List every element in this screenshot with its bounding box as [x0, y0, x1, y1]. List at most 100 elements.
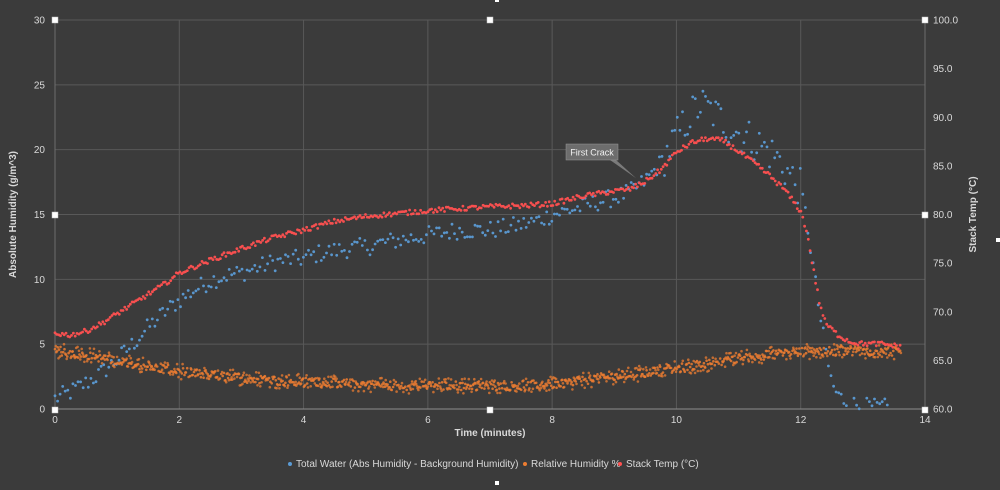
data-point	[364, 213, 367, 216]
data-point	[358, 214, 362, 217]
data-point	[99, 364, 103, 368]
data-point	[709, 101, 712, 105]
data-point	[261, 256, 264, 259]
y-left-tick-label: 30	[34, 16, 46, 27]
data-point	[386, 237, 390, 241]
data-point	[741, 362, 745, 366]
data-point	[624, 184, 628, 187]
data-point	[209, 285, 213, 289]
data-point	[98, 350, 101, 353]
data-point	[194, 374, 197, 378]
data-point	[238, 269, 241, 273]
data-point	[639, 367, 642, 370]
data-point	[805, 229, 808, 233]
data-point	[350, 242, 354, 246]
data-point	[241, 374, 245, 377]
data-point	[710, 362, 714, 366]
data-point	[695, 365, 698, 368]
data-point	[704, 136, 707, 140]
data-point	[610, 372, 614, 376]
data-point	[761, 353, 764, 356]
data-point	[825, 352, 828, 355]
data-point	[635, 366, 638, 370]
data-point	[763, 140, 766, 144]
data-point	[187, 266, 191, 269]
data-point	[841, 346, 845, 349]
data-point	[817, 301, 821, 305]
data-point	[112, 355, 115, 359]
plot-area-handle	[921, 406, 929, 414]
data-point	[333, 375, 337, 379]
data-point	[449, 378, 453, 381]
data-point	[804, 206, 807, 209]
data-point	[292, 381, 295, 384]
data-point	[880, 340, 884, 344]
data-point	[555, 212, 559, 216]
data-point	[815, 355, 818, 359]
data-point	[115, 355, 119, 359]
data-point	[148, 325, 152, 328]
data-point	[599, 376, 602, 379]
data-point	[819, 306, 823, 310]
data-point	[402, 390, 405, 394]
data-point	[631, 373, 635, 377]
data-point	[280, 374, 284, 377]
data-point	[294, 232, 298, 236]
data-point	[81, 353, 85, 356]
data-point	[476, 224, 479, 228]
data-point	[267, 376, 271, 380]
data-point	[754, 352, 757, 356]
data-point	[524, 377, 528, 381]
data-point	[84, 329, 88, 333]
data-point	[422, 380, 426, 384]
data-point	[772, 349, 775, 352]
data-point	[866, 347, 869, 350]
data-point	[206, 262, 209, 265]
data-point	[480, 386, 484, 390]
data-point	[279, 235, 283, 239]
data-point	[344, 380, 348, 384]
data-point	[634, 182, 637, 186]
data-point	[727, 140, 730, 144]
data-point	[863, 341, 867, 345]
data-point	[565, 207, 569, 211]
data-point	[390, 388, 394, 392]
data-point	[532, 379, 535, 382]
data-point	[518, 206, 522, 210]
data-point	[335, 377, 338, 381]
data-point	[301, 377, 305, 380]
data-point	[178, 270, 182, 274]
data-point	[103, 322, 106, 326]
data-point	[845, 337, 849, 341]
data-point	[614, 197, 618, 201]
data-point	[731, 144, 735, 148]
data-point	[532, 219, 536, 223]
data-point	[372, 383, 376, 387]
data-point	[829, 374, 833, 377]
data-point	[453, 232, 456, 236]
data-point	[263, 269, 267, 272]
data-point	[678, 128, 682, 132]
data-point	[641, 372, 644, 376]
data-point	[291, 252, 295, 256]
data-point	[420, 380, 424, 383]
data-point	[304, 383, 307, 387]
data-point	[493, 379, 497, 382]
data-point	[97, 368, 100, 371]
data-point	[414, 379, 418, 383]
data-point	[646, 374, 650, 378]
data-point	[747, 360, 751, 363]
data-point	[862, 347, 866, 351]
data-point	[108, 316, 112, 319]
data-point	[332, 242, 336, 246]
data-point	[819, 356, 822, 360]
data-point	[658, 155, 661, 159]
data-point	[425, 387, 429, 390]
data-point	[360, 244, 364, 247]
data-point	[333, 377, 336, 381]
data-point	[539, 383, 542, 387]
data-point	[553, 199, 557, 203]
data-point	[602, 191, 606, 194]
data-point	[320, 386, 323, 389]
data-point	[745, 348, 749, 352]
